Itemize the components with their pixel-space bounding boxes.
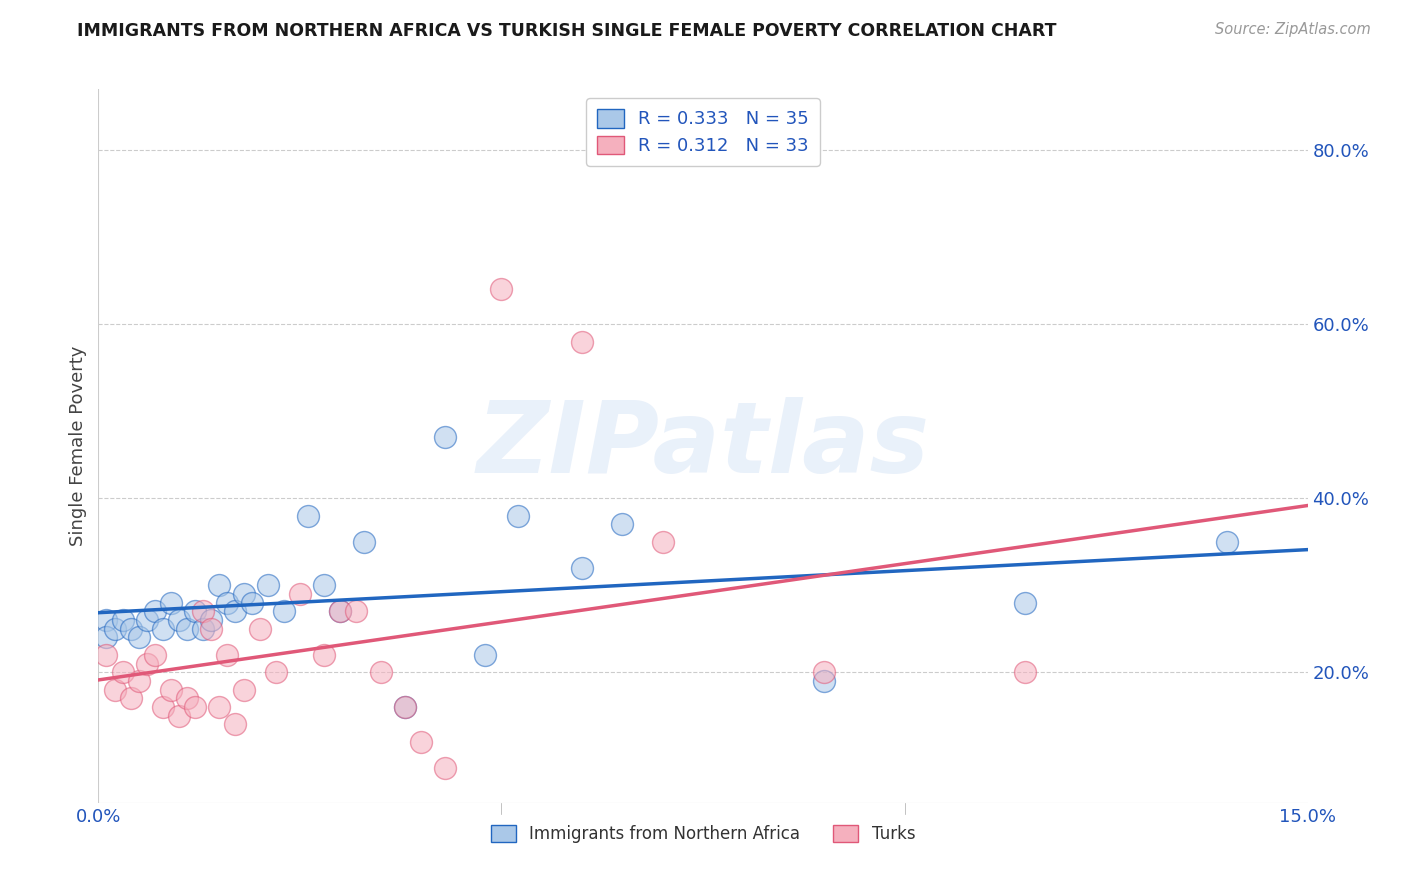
- Point: [152, 700, 174, 714]
- Point: [394, 700, 416, 714]
- Point: [232, 587, 254, 601]
- Point: [1014, 665, 1036, 680]
- Point: [224, 604, 246, 618]
- Point: [143, 604, 166, 618]
- Point: [571, 334, 593, 349]
- Text: ZIPatlas: ZIPatlas: [477, 398, 929, 494]
- Point: [193, 622, 215, 636]
- Y-axis label: Single Female Poverty: Single Female Poverty: [69, 346, 87, 546]
- Point: [160, 682, 183, 697]
- Point: [314, 648, 336, 662]
- Point: [288, 587, 311, 601]
- Point: [217, 648, 239, 662]
- Point: [264, 665, 287, 680]
- Text: Source: ZipAtlas.com: Source: ZipAtlas.com: [1215, 22, 1371, 37]
- Point: [273, 604, 295, 618]
- Point: [329, 604, 352, 618]
- Point: [167, 613, 190, 627]
- Point: [103, 682, 125, 697]
- Point: [200, 613, 222, 627]
- Point: [506, 508, 529, 523]
- Point: [193, 604, 215, 618]
- Point: [135, 657, 157, 671]
- Point: [474, 648, 496, 662]
- Point: [232, 682, 254, 697]
- Point: [208, 578, 231, 592]
- Point: [128, 673, 150, 688]
- Legend: Immigrants from Northern Africa, Turks: Immigrants from Northern Africa, Turks: [482, 817, 924, 852]
- Point: [135, 613, 157, 627]
- Point: [394, 700, 416, 714]
- Point: [612, 517, 634, 532]
- Point: [120, 622, 142, 636]
- Point: [128, 631, 150, 645]
- Point: [813, 665, 835, 680]
- Point: [249, 622, 271, 636]
- Point: [96, 648, 118, 662]
- Point: [434, 761, 457, 775]
- Point: [167, 708, 190, 723]
- Point: [200, 622, 222, 636]
- Point: [1216, 534, 1239, 549]
- Point: [353, 534, 375, 549]
- Point: [176, 622, 198, 636]
- Point: [184, 604, 207, 618]
- Point: [143, 648, 166, 662]
- Point: [111, 613, 134, 627]
- Point: [184, 700, 207, 714]
- Point: [176, 691, 198, 706]
- Point: [96, 631, 118, 645]
- Point: [571, 561, 593, 575]
- Point: [208, 700, 231, 714]
- Point: [120, 691, 142, 706]
- Point: [297, 508, 319, 523]
- Point: [434, 430, 457, 444]
- Point: [409, 735, 432, 749]
- Point: [370, 665, 392, 680]
- Point: [96, 613, 118, 627]
- Point: [217, 596, 239, 610]
- Point: [256, 578, 278, 592]
- Point: [491, 282, 513, 296]
- Point: [1014, 596, 1036, 610]
- Point: [651, 534, 673, 549]
- Point: [344, 604, 367, 618]
- Point: [111, 665, 134, 680]
- Text: IMMIGRANTS FROM NORTHERN AFRICA VS TURKISH SINGLE FEMALE POVERTY CORRELATION CHA: IMMIGRANTS FROM NORTHERN AFRICA VS TURKI…: [77, 22, 1057, 40]
- Point: [329, 604, 352, 618]
- Point: [224, 717, 246, 731]
- Point: [152, 622, 174, 636]
- Point: [103, 622, 125, 636]
- Point: [314, 578, 336, 592]
- Point: [813, 673, 835, 688]
- Point: [240, 596, 263, 610]
- Point: [160, 596, 183, 610]
